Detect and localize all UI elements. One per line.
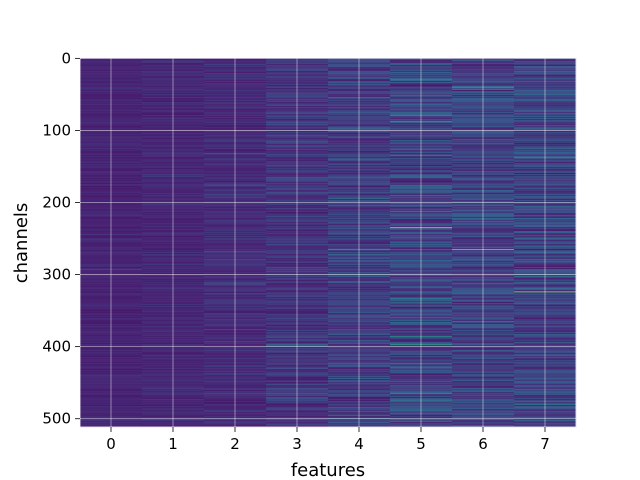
x-tick-label: 1 xyxy=(168,435,178,453)
y-tick-label: 400 xyxy=(42,338,71,356)
x-tick-label: 0 xyxy=(106,435,116,453)
x-tick-label: 5 xyxy=(416,435,426,453)
y-tick-label: 500 xyxy=(42,410,71,428)
y-tick-label: 0 xyxy=(61,49,71,67)
x-tick-label: 6 xyxy=(478,435,488,453)
grid-lines xyxy=(80,57,576,427)
heatmap-image xyxy=(80,58,577,428)
x-axis: 0 1 2 3 4 5 6 7 xyxy=(106,427,550,453)
y-tick-label: 100 xyxy=(42,121,71,139)
x-tick-label: 7 xyxy=(540,435,550,453)
x-tick-label: 2 xyxy=(230,435,240,453)
y-axis: 0 100 200 300 400 500 xyxy=(42,49,80,428)
plot-frame xyxy=(79,57,577,428)
x-tick-label: 4 xyxy=(354,435,364,453)
y-tick-label: 300 xyxy=(42,266,71,284)
y-axis-label: channels xyxy=(11,203,32,284)
x-tick-label: 3 xyxy=(292,435,302,453)
y-tick-label: 200 xyxy=(42,194,71,212)
x-axis-label: features xyxy=(291,460,365,480)
